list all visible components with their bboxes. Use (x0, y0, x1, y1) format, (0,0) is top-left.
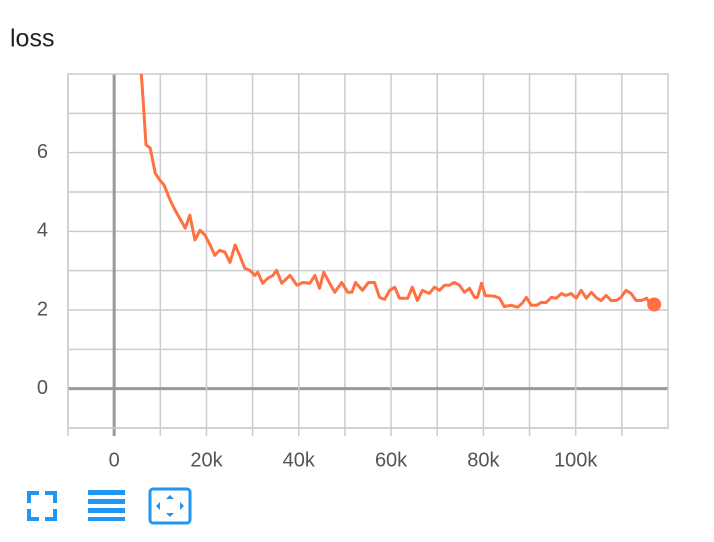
frame-glyph (148, 487, 192, 525)
x-tick-label: 60k (375, 449, 408, 471)
grid (67, 73, 669, 436)
plot-border (67, 73, 669, 429)
bar-glyph (88, 517, 125, 521)
toggle-log-icon[interactable] (88, 490, 125, 521)
bar-glyph (88, 499, 125, 504)
x-tick-label: 20k (190, 449, 223, 471)
y-tick-label: 4 (37, 220, 48, 242)
x-tick-label: 100k (554, 449, 598, 471)
y-tick-label: 0 (37, 377, 48, 399)
x-tick-label: 0 (109, 449, 120, 471)
fit-domain-icon[interactable] (148, 487, 192, 525)
chart-title: loss (10, 25, 54, 53)
fullscreen-glyph (27, 491, 57, 521)
fullscreen-icon[interactable] (27, 491, 57, 521)
y-tick-label: 2 (37, 298, 48, 320)
bar-glyph (88, 490, 125, 495)
x-tick-label: 40k (283, 449, 316, 471)
plot-area (139, 74, 662, 312)
y-tick-label: 6 (37, 141, 48, 163)
end-point (647, 297, 662, 312)
line (139, 74, 656, 309)
arrows-glyph (156, 495, 184, 517)
bar-glyph (88, 508, 125, 513)
x-tick-label: 80k (467, 449, 500, 471)
